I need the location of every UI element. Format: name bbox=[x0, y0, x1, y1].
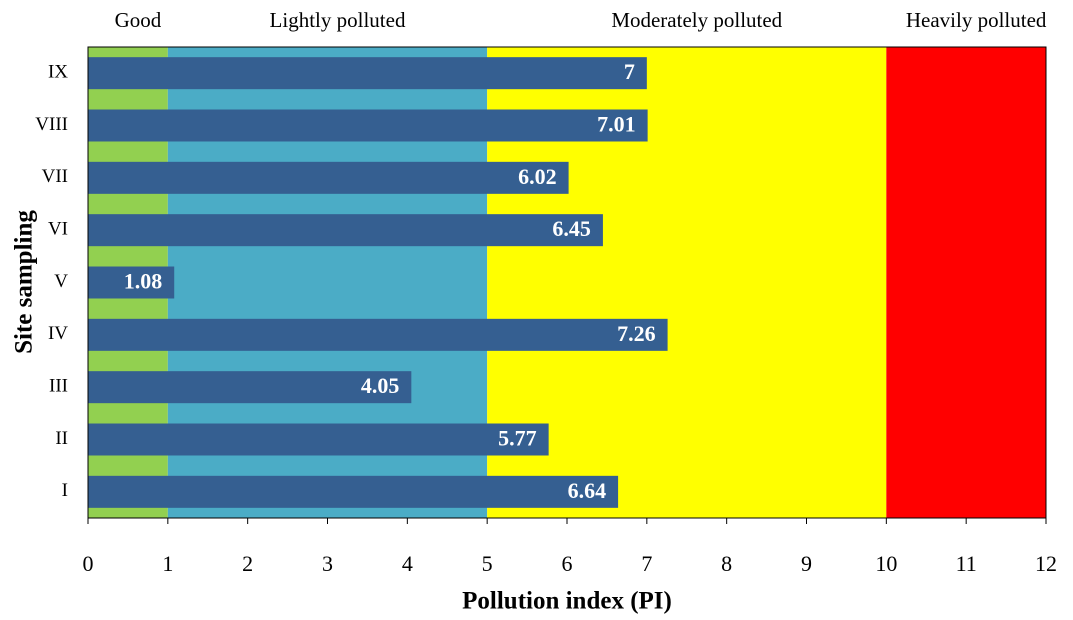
y-tick-label: IV bbox=[48, 323, 68, 344]
x-tick-label: 12 bbox=[1035, 551, 1057, 576]
x-tick-label: 8 bbox=[721, 551, 732, 576]
data-label: 7.26 bbox=[617, 321, 656, 346]
x-tick-label: 9 bbox=[801, 551, 812, 576]
bar bbox=[88, 475, 619, 508]
x-tick-label: 7 bbox=[641, 551, 652, 576]
pollution-band bbox=[886, 47, 1046, 518]
y-tick-label: IX bbox=[48, 62, 68, 83]
y-tick-label: VII bbox=[42, 166, 68, 187]
x-tick-label: 10 bbox=[875, 551, 897, 576]
y-tick-label: I bbox=[62, 480, 68, 501]
band-label: Lightly polluted bbox=[270, 8, 406, 32]
y-tick-label: III bbox=[49, 376, 68, 397]
data-label: 6.02 bbox=[518, 164, 557, 189]
bar bbox=[88, 371, 412, 404]
x-tick-label: 1 bbox=[162, 551, 173, 576]
y-axis-label: Site sampling bbox=[11, 210, 38, 354]
bar bbox=[88, 266, 175, 299]
band-label: Heavily polluted bbox=[906, 8, 1047, 32]
band-label: Moderately polluted bbox=[611, 8, 782, 32]
bar bbox=[88, 57, 647, 90]
y-tick-label: V bbox=[54, 271, 68, 292]
x-tick-label: 4 bbox=[402, 551, 413, 576]
x-tick-label: 6 bbox=[562, 551, 573, 576]
x-axis-label: Pollution index (PI) bbox=[462, 588, 672, 615]
x-tick-label: 5 bbox=[482, 551, 493, 576]
data-label: 7 bbox=[624, 59, 635, 84]
data-label: 5.77 bbox=[498, 426, 537, 451]
x-tick-label: 11 bbox=[956, 551, 977, 576]
y-tick-label: VI bbox=[48, 219, 68, 240]
x-tick-label: 2 bbox=[242, 551, 253, 576]
bar bbox=[88, 109, 648, 142]
data-label: 6.64 bbox=[568, 478, 607, 503]
bar bbox=[88, 214, 603, 247]
y-tick-label: VIII bbox=[35, 114, 68, 135]
data-label: 6.45 bbox=[552, 216, 591, 241]
data-label: 4.05 bbox=[361, 373, 400, 398]
bar bbox=[88, 161, 569, 194]
y-tick-label: II bbox=[55, 428, 68, 449]
data-label: 1.08 bbox=[124, 269, 163, 294]
data-label: 7.01 bbox=[597, 112, 636, 137]
band-label: Good bbox=[115, 8, 162, 32]
bar bbox=[88, 423, 549, 456]
bar bbox=[88, 318, 668, 351]
x-tick-label: 3 bbox=[322, 551, 333, 576]
x-tick-label: 0 bbox=[83, 551, 94, 576]
